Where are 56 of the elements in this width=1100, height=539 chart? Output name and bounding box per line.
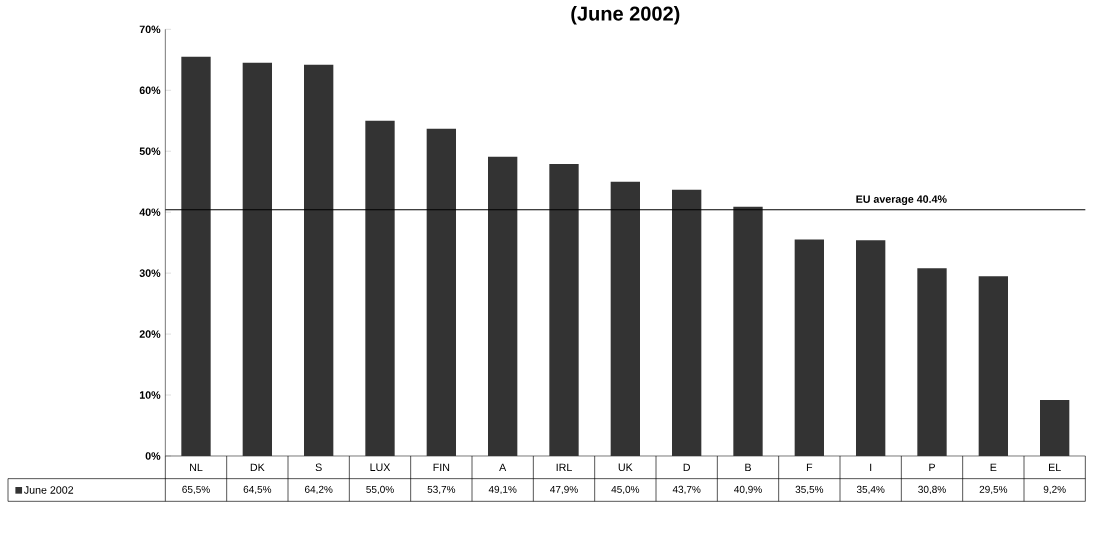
x-tick-label: LUX (370, 463, 391, 472)
x-tick-label: P (929, 463, 935, 472)
x-tick-label: DK (250, 463, 265, 472)
y-tick-label: 30% (139, 269, 161, 278)
x-tick-label: UK (618, 463, 633, 472)
data-label: 55,0% (366, 486, 394, 495)
bar (856, 240, 886, 457)
y-tick-label: 50% (139, 147, 161, 156)
bar (426, 128, 457, 457)
bar (917, 268, 947, 457)
y-tick-label: 60% (139, 86, 161, 95)
data-label: 43,7% (672, 486, 701, 495)
x-tick-label: F (806, 463, 813, 472)
y-tick-label: 20% (139, 330, 161, 339)
data-label: 35,5% (795, 486, 824, 495)
y-tick-label: 10% (139, 391, 161, 399)
bar (304, 64, 334, 457)
bar (733, 206, 763, 457)
x-tick-label: NL (190, 463, 203, 472)
data-label: 40,9% (734, 486, 762, 495)
x-tick-label: EL (1049, 463, 1061, 472)
bar (672, 189, 702, 457)
bar (978, 276, 1008, 457)
data-label: 47,9% (550, 486, 578, 495)
x-tick-label: E (990, 463, 997, 472)
x-tick-label: FIN (433, 463, 450, 472)
bar (610, 181, 640, 457)
legend-label: June 2002 (23, 486, 74, 494)
data-label: 30,8% (918, 486, 946, 495)
bar (181, 56, 211, 457)
x-tick-label: S (315, 463, 322, 472)
data-label: 64,2% (305, 486, 333, 495)
data-label: 64,5% (243, 486, 272, 495)
x-tick-label: A (499, 463, 507, 472)
bar (488, 156, 518, 457)
data-label: 49,1% (488, 486, 517, 495)
bar (794, 239, 824, 457)
y-tick-label: 0% (145, 452, 161, 460)
y-tick-label: 70% (139, 25, 161, 34)
bar (242, 63, 272, 457)
x-tick-label: D (683, 463, 691, 472)
chart-title: (June 2002) (571, 6, 680, 25)
x-tick-label: I (870, 463, 872, 472)
bar (549, 164, 579, 457)
data-label: 9,2% (1043, 486, 1066, 495)
bar (1040, 400, 1070, 457)
data-label: 53,7% (427, 486, 456, 495)
bar (365, 120, 395, 457)
data-label: 35,4% (856, 486, 885, 495)
x-tick-label: IRL (556, 463, 572, 472)
y-tick-label: 40% (139, 208, 161, 217)
x-tick-label: B (745, 463, 751, 472)
data-label: 29,5% (979, 486, 1008, 495)
data-label: 65,5% (182, 486, 210, 495)
ref-line-label: EU average 40.4% (856, 195, 947, 206)
data-label: 45,0% (611, 486, 640, 495)
